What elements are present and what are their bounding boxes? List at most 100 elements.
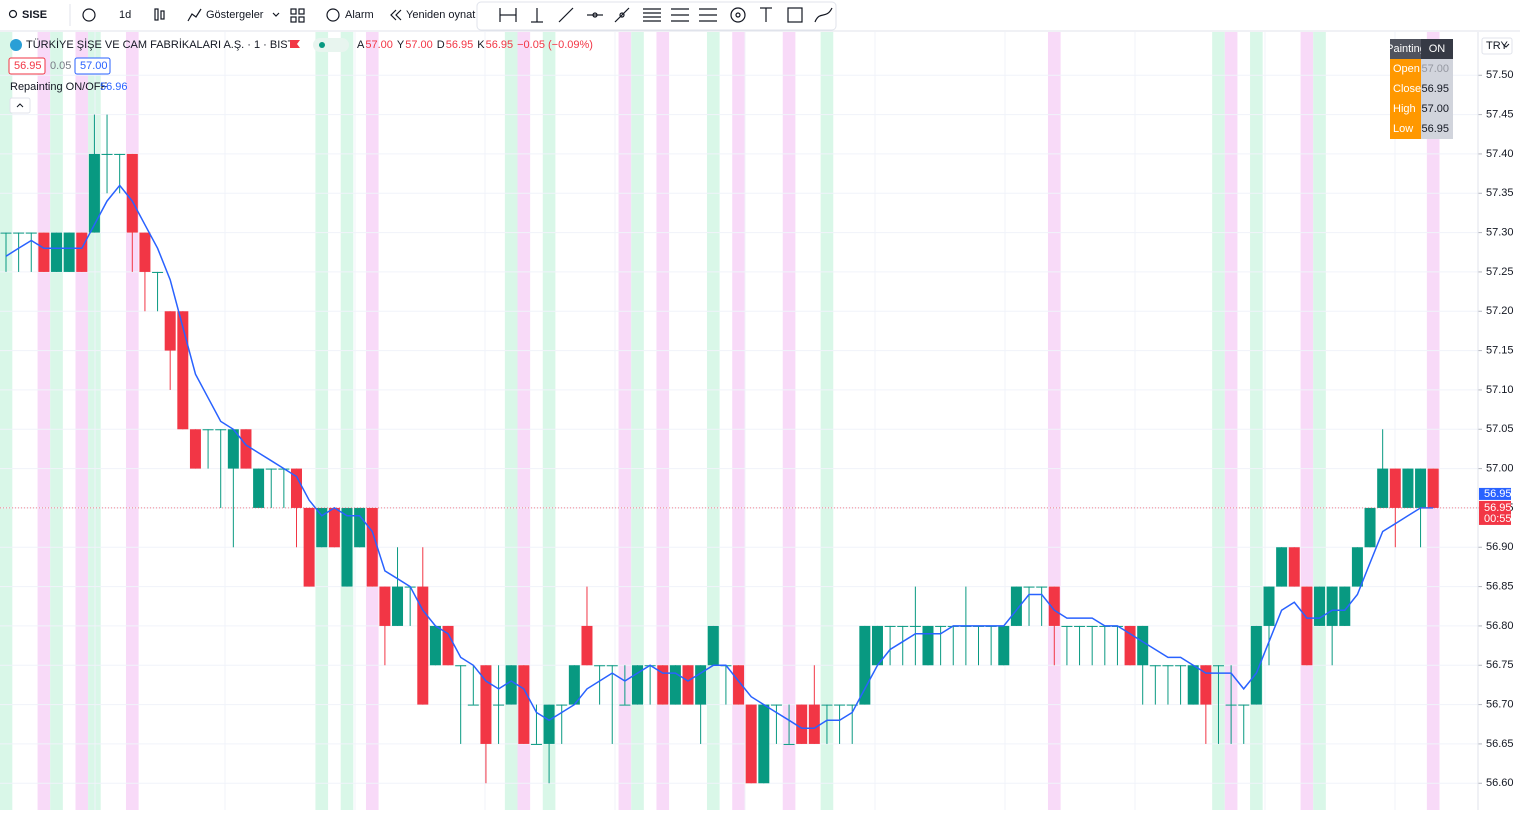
candle-body (316, 507, 328, 548)
chart-pane (0, 32, 1478, 810)
highlight-band (1313, 32, 1326, 810)
candle-body (581, 625, 593, 666)
table-label-cell (1390, 59, 1421, 79)
indicators-icon[interactable] (187, 8, 202, 22)
table-value-cell (1421, 119, 1453, 139)
candle-body (619, 704, 631, 706)
y-tick-label: 57.50 (1486, 69, 1514, 81)
candle-body (998, 625, 1010, 666)
candle-body (745, 704, 757, 784)
currency-box (1481, 37, 1513, 55)
table-value: 57.00 (1421, 103, 1449, 115)
candle-body (215, 429, 227, 431)
candle-body (556, 704, 568, 706)
candle-body (897, 625, 909, 627)
search-icon[interactable] (8, 9, 18, 19)
candle-body (770, 704, 782, 706)
table-label-cell (1390, 79, 1421, 99)
highlight-band (1426, 32, 1440, 810)
candle-body (783, 743, 795, 745)
candle-body (682, 665, 694, 705)
highlight-band (50, 32, 63, 810)
layout-icon (290, 16, 297, 23)
bid-box (8, 57, 46, 75)
candle-body (884, 625, 896, 627)
candle-body (1402, 468, 1414, 508)
highlight-band (125, 32, 139, 810)
highlight-band (37, 32, 51, 810)
symbol[interactable]: SISE (22, 9, 47, 21)
candle-body (1074, 625, 1086, 627)
candle-body (1288, 547, 1300, 587)
highlight-band (782, 32, 796, 810)
candle-body (467, 704, 479, 706)
candle-body (733, 665, 745, 705)
candle-body (290, 468, 302, 508)
y-tick-label: 57.20 (1486, 305, 1514, 317)
alarm-icon[interactable] (326, 8, 340, 22)
candle-body (909, 625, 921, 627)
candle-body (1187, 665, 1199, 705)
y-tick-label: 57.30 (1486, 227, 1514, 239)
candle-body (1162, 665, 1174, 667)
candle-body (518, 665, 530, 744)
candle-body (796, 704, 808, 744)
replay-icon (395, 9, 402, 21)
indicators[interactable]: Göstergeler (206, 9, 264, 21)
candle-body (202, 429, 214, 431)
last-price-badge (1479, 500, 1511, 525)
table-header: ON (1429, 43, 1446, 55)
y-tick-label: 56.75 (1486, 659, 1514, 671)
alarm[interactable]: Alarm (345, 9, 374, 21)
interval[interactable]: 1d (119, 9, 131, 21)
layout-icon[interactable] (290, 8, 297, 15)
add-symbol-icon[interactable] (82, 8, 96, 22)
ma-price-badge (1479, 487, 1511, 500)
candle-body (606, 665, 618, 667)
candle-body (1364, 507, 1376, 548)
replay[interactable]: Yeniden oynat (406, 9, 475, 21)
candle-body (922, 625, 934, 666)
candle-body (543, 704, 555, 744)
flag-icon (290, 40, 300, 48)
table-value-cell (1421, 99, 1453, 119)
candle-body (1036, 586, 1048, 588)
y-tick-label: 57.15 (1486, 345, 1514, 357)
ma-price-label: 56.95 (1484, 488, 1512, 500)
drawing-tools[interactable] (499, 7, 833, 23)
candle-body (1301, 586, 1313, 666)
candle-body (935, 625, 947, 627)
status-pill (313, 38, 349, 52)
last-price-label: 56.95 (1484, 502, 1512, 514)
candle-body (455, 665, 467, 667)
table-value-cell (1421, 59, 1453, 79)
spread: 0.05 (50, 60, 71, 72)
candle-body (76, 232, 88, 272)
candle-body (1175, 665, 1187, 667)
table-label-cell (1390, 99, 1421, 119)
drawing-toolbar (476, 1, 837, 31)
dropdown-icon[interactable] (272, 12, 280, 17)
candle-body (101, 153, 113, 155)
bid: 56.95 (14, 60, 42, 72)
candle-body (695, 665, 707, 705)
y-tick-label: 57.10 (1486, 384, 1514, 396)
candle-body (189, 429, 201, 469)
collapse-button[interactable] (9, 97, 31, 114)
highlight-band (504, 32, 518, 810)
y-tick-label: 56.90 (1486, 541, 1514, 553)
y-tick-label: 57.45 (1486, 109, 1514, 121)
legend-change: −0.05 (−0.09%) (517, 39, 593, 51)
candle-body (1212, 665, 1224, 667)
candle-body (152, 271, 164, 273)
candle-body (1351, 547, 1363, 587)
highlight-band (75, 32, 89, 810)
collapse-icon (16, 103, 24, 108)
ohlc-key: K (477, 39, 485, 51)
highlight-band (517, 32, 531, 810)
candle-body (354, 507, 366, 548)
chart-type-icon[interactable] (154, 8, 159, 21)
replay-icon[interactable] (390, 9, 397, 21)
y-tick-label: 57.00 (1486, 462, 1514, 474)
